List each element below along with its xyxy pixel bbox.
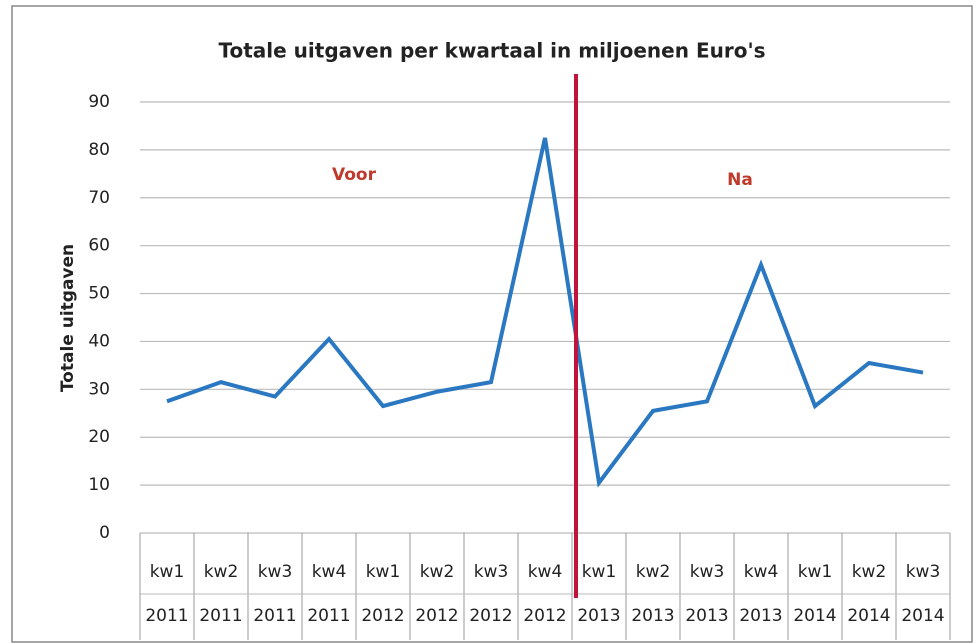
y-tick-label: 70 — [88, 188, 110, 208]
x-tick-label: kw2 — [852, 562, 887, 582]
x-tick-label: 2013 — [739, 606, 782, 626]
x-tick-label: 2011 — [307, 606, 350, 626]
x-tick-label: 2014 — [793, 606, 836, 626]
x-tick-label: kw3 — [258, 562, 293, 582]
x-tick-label: 2011 — [199, 606, 242, 626]
data-line — [166, 137, 924, 488]
y-tick-label: 40 — [88, 331, 110, 351]
y-tick-label: 50 — [88, 284, 110, 304]
annotation: Voor — [332, 165, 377, 185]
x-tick-label: kw2 — [204, 562, 239, 582]
x-tick-label: kw1 — [366, 562, 401, 582]
chart-frame — [11, 5, 973, 643]
x-tick-label: kw4 — [528, 562, 563, 582]
x-tick-label: 2013 — [685, 606, 728, 626]
annotation: Na — [727, 170, 753, 190]
x-tick-label: kw3 — [474, 562, 509, 582]
y-tick-label: 0 — [99, 523, 110, 543]
x-tick-label: kw4 — [744, 562, 779, 582]
y-axis-label: Totale uitgaven — [58, 244, 78, 392]
y-tick-label: 10 — [88, 475, 110, 495]
x-tick-label: kw2 — [420, 562, 455, 582]
y-tick-label: 60 — [88, 236, 110, 256]
y-tick-label: 20 — [88, 427, 110, 447]
x-tick-label: kw1 — [582, 562, 617, 582]
x-tick-label: kw1 — [150, 562, 185, 582]
x-tick-label: 2011 — [253, 606, 296, 626]
x-tick-label: 2011 — [145, 606, 188, 626]
x-tick-label: 2013 — [577, 606, 620, 626]
x-tick-label: 2012 — [523, 606, 566, 626]
x-tick-label: 2014 — [901, 606, 944, 626]
x-tick-label: 2014 — [847, 606, 890, 626]
x-tick-label: kw3 — [906, 562, 941, 582]
x-tick-label: 2012 — [469, 606, 512, 626]
x-tick-label: kw1 — [798, 562, 833, 582]
x-tick-label: kw4 — [312, 562, 347, 582]
x-tick-label: 2013 — [631, 606, 674, 626]
y-tick-label: 90 — [88, 92, 110, 112]
y-tick-label: 30 — [88, 379, 110, 399]
x-tick-label: 2012 — [415, 606, 458, 626]
chart-title: Totale uitgaven per kwartaal in miljoene… — [219, 39, 766, 63]
x-tick-label: 2012 — [361, 606, 404, 626]
x-tick-label: kw3 — [690, 562, 725, 582]
x-tick-label: kw2 — [636, 562, 671, 582]
y-tick-label: 80 — [88, 140, 110, 160]
